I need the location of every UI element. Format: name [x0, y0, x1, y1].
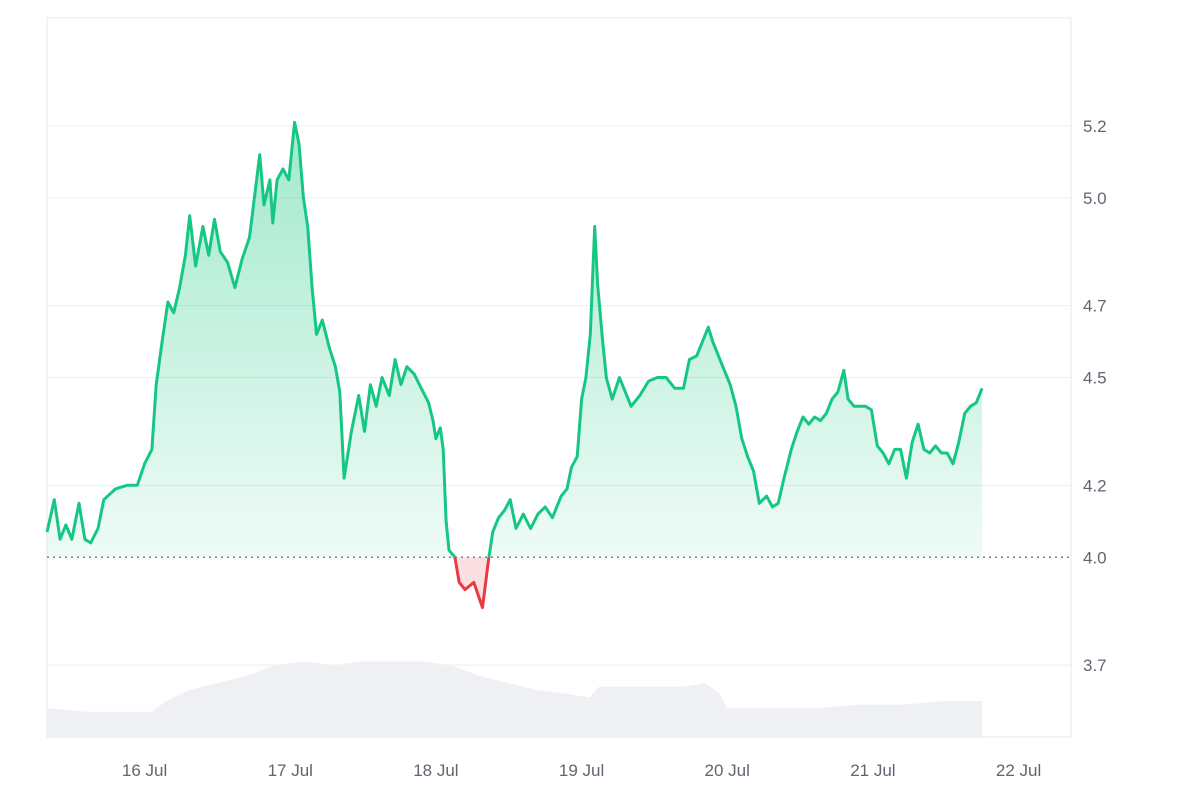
x-tick-label: 22 Jul	[996, 761, 1041, 780]
y-tick-label: 4.0	[1083, 548, 1107, 567]
y-tick-label: 4.5	[1083, 369, 1107, 388]
x-axis: 16 Jul 17 Jul 18 Jul 19 Jul 20 Jul 21 Jul 22 J…	[122, 761, 1041, 780]
y-tick-label: 4.2	[1083, 476, 1107, 495]
y-axis: 3.7 4.0 4.2 4.5 4.7 5.0 5.2	[1083, 117, 1107, 675]
x-tick-label: 19 Jul	[559, 761, 604, 780]
y-tick-label: 4.7	[1083, 297, 1107, 316]
x-tick-label: 17 Jul	[268, 761, 313, 780]
x-tick-label: 16 Jul	[122, 761, 167, 780]
volume-area	[47, 661, 983, 737]
y-tick-label: 5.2	[1083, 117, 1107, 136]
x-tick-label: 18 Jul	[413, 761, 458, 780]
x-tick-label: 21 Jul	[850, 761, 895, 780]
price-line-above-baseline	[45, 120, 984, 558]
y-tick-label: 3.7	[1083, 656, 1107, 675]
y-tick-label: 5.0	[1083, 189, 1107, 208]
price-fill-above-baseline	[47, 122, 983, 558]
x-tick-label: 20 Jul	[705, 761, 750, 780]
